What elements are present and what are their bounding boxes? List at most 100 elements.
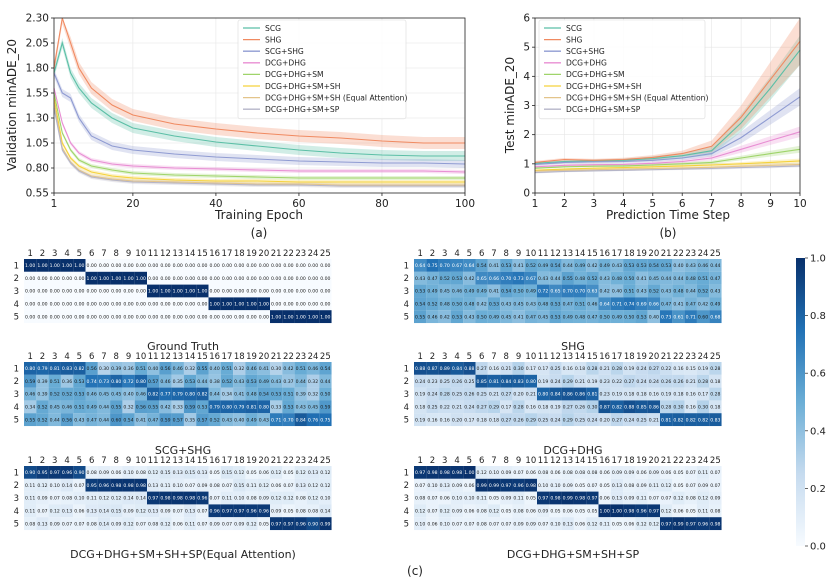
cell-value: 0.41 [234, 392, 244, 398]
cell-value: 0.00 [37, 289, 47, 295]
heatmap-cell [414, 491, 427, 505]
heatmap-cell [709, 504, 722, 518]
heatmap-cell [549, 310, 562, 324]
cell-value: 0.59 [25, 379, 35, 385]
heatmap-cell [537, 491, 550, 505]
heatmap-cell [573, 259, 587, 272]
cell-value: 0.70 [563, 289, 573, 295]
cell-value: 0.49 [538, 263, 548, 269]
column-label: 8 [114, 352, 119, 362]
cell-value: 0.49 [612, 314, 622, 320]
heatmap-cell [48, 284, 61, 298]
cell-value: 0.25 [440, 379, 450, 385]
column-label: 15 [197, 249, 208, 259]
heatmap-cell [147, 504, 160, 518]
cell-value: 0.99 [320, 521, 330, 527]
heatmap-cell [586, 478, 599, 492]
cell-value: 0.35 [173, 379, 183, 385]
cell-value: 0.21 [452, 405, 462, 411]
heatmap-cell [48, 504, 61, 518]
colorbar-tick-label: 0.2 [810, 484, 826, 495]
cell-value: 0.51 [283, 392, 293, 398]
column-label: 14 [575, 352, 586, 362]
heatmap-cell [438, 400, 451, 414]
heatmap-cell [196, 387, 209, 401]
column-label: 22 [283, 249, 294, 259]
heatmap-cell [610, 517, 624, 531]
column-label: 22 [283, 456, 294, 466]
cell-value: 0.00 [148, 263, 158, 269]
cell-value: 0.96 [197, 496, 207, 502]
heatmap-cell [110, 284, 123, 298]
cell-value: 0.16 [563, 366, 573, 372]
heatmap-cell [73, 271, 86, 285]
heatmap-cell [660, 362, 673, 375]
heatmap-cell [610, 466, 624, 479]
caption-c: (c) [407, 564, 423, 578]
column-label: 10 [525, 352, 536, 362]
heatmap-cell [208, 413, 221, 427]
cell-value: 0.27 [563, 405, 573, 411]
heatmap-cell [438, 413, 451, 427]
heatmap-cell [709, 374, 722, 388]
column-label: 3 [442, 352, 447, 362]
heatmap-cell [257, 297, 271, 311]
heatmap-cell [623, 284, 636, 298]
cell-value: 0.06 [624, 521, 634, 527]
cell-value: 0.84 [452, 366, 462, 372]
cell-value: 0.37 [283, 379, 293, 385]
heatmap-cell [85, 504, 98, 518]
cell-value: 0.46 [87, 392, 97, 398]
cell-value: 0.00 [210, 276, 220, 282]
cell-value: 0.23 [427, 379, 437, 385]
heatmap-cell [709, 310, 722, 324]
cell-value: 0.76 [308, 417, 318, 423]
column-label: 4 [64, 456, 69, 466]
cell-value: 0.57 [197, 417, 207, 423]
heatmap-cell [561, 504, 574, 518]
cell-value: 0.39 [37, 392, 47, 398]
heatmap-cell [684, 400, 697, 414]
heatmap-cell [257, 478, 271, 492]
cell-value: 0.41 [489, 289, 499, 295]
cell-value: 0.10 [550, 521, 560, 527]
heatmap-cell [623, 517, 636, 531]
cell-value: 0.28 [513, 405, 523, 411]
cell-value: 0.00 [87, 302, 97, 308]
heatmap-cell [610, 259, 624, 272]
heatmap-cell [696, 310, 710, 324]
heatmap-cell [660, 374, 673, 388]
heatmap-cell [85, 271, 98, 285]
band-scg [535, 35, 800, 165]
heatmap-cell [122, 310, 135, 324]
column-label: 22 [283, 352, 294, 362]
column-label: 16 [599, 249, 610, 259]
heatmap-cell [672, 362, 685, 375]
cell-value: 0.52 [698, 289, 708, 295]
cell-value: 0.00 [210, 263, 220, 269]
cell-value: 0.82 [612, 405, 622, 411]
cell-value: 0.40 [649, 314, 659, 320]
series-scg [534, 49, 801, 164]
column-label: 4 [454, 456, 459, 466]
heatmap-cell [73, 517, 86, 531]
column-label: 8 [504, 456, 509, 466]
heatmap-cell [196, 478, 209, 492]
cell-value: 1.00 [123, 276, 133, 282]
heatmap-cell [134, 517, 148, 531]
cell-value: 0.43 [415, 276, 425, 282]
heatmap-cell [487, 491, 501, 505]
heatmap-cell [257, 504, 271, 518]
heatmap-cell [524, 517, 538, 531]
heatmap-cell [208, 259, 221, 272]
heatmap-cell [696, 517, 710, 531]
row-label: 2 [404, 377, 409, 387]
cell-value: 0.42 [440, 314, 450, 320]
cell-value: 0.00 [74, 289, 84, 295]
cell-value: 0.27 [477, 405, 487, 411]
column-label: 14 [185, 249, 196, 259]
cell-value: 0.44 [296, 379, 306, 385]
cell-value: 0.20 [513, 392, 523, 398]
cell-value: 0.47 [661, 302, 671, 308]
cell-value: 0.24 [587, 417, 597, 423]
